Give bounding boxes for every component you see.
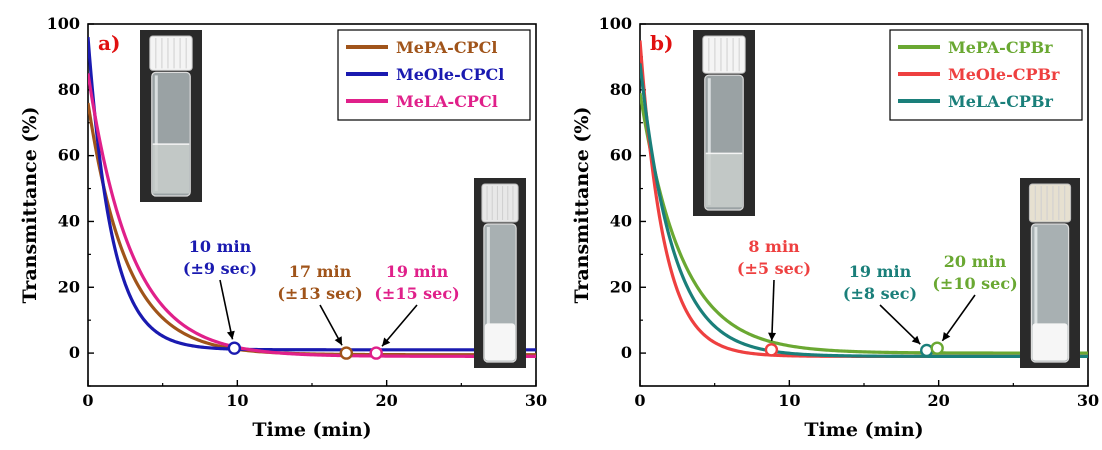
annotation-label: (±5 sec) <box>737 259 811 278</box>
legend-item-label: MeLA-CPCl <box>396 92 498 111</box>
annotation-label: 20 min <box>944 252 1007 271</box>
legend: MePA-CPBr MeOle-CPBr MeLA-CPBr <box>889 29 1083 121</box>
inset-photo-vial-gel <box>474 178 526 368</box>
vial-cap <box>702 35 746 74</box>
y-tick-label: 40 <box>610 211 632 230</box>
y-tick-label: 20 <box>610 277 632 296</box>
annotation-label: 19 min <box>386 262 449 281</box>
x-tick-label: 20 <box>928 391 950 410</box>
annotation-arrow <box>381 304 418 347</box>
gelation-point-marker <box>764 343 779 357</box>
x-tick-label: 0 <box>634 391 645 410</box>
x-tick-label: 30 <box>525 391 547 410</box>
x-tick-label: 20 <box>376 391 398 410</box>
annotation-label: 10 min <box>189 237 252 256</box>
annotation-label: 17 min <box>289 262 352 281</box>
gelation-point-marker <box>339 346 354 360</box>
panel-b: 0 10 20 30 0 20 40 60 80 100 Time (min) Transmittan… <box>571 14 1099 441</box>
vial-cap <box>481 183 519 223</box>
liquid-clear <box>152 144 190 194</box>
y-tick-label: 60 <box>610 146 632 165</box>
legend-item-label: MeOle-CPBr <box>948 65 1060 84</box>
arrow-head <box>334 336 343 346</box>
inset-photo-vial-clear <box>693 30 755 216</box>
legend-item-label: MeLA-CPBr <box>948 92 1053 111</box>
gelation-point-marker <box>920 343 934 358</box>
arrow-head <box>226 330 235 340</box>
y-axis-title: Transmittance (%) <box>571 107 593 304</box>
y-tick-label: 60 <box>58 146 80 165</box>
y-tick-label: 80 <box>58 80 80 99</box>
gelation-point-marker <box>369 346 383 360</box>
annotation-label: 19 min <box>849 262 912 281</box>
annotation-arrow <box>770 279 775 341</box>
legend: MePA-CPCl MeOle-CPCl MeLA-CPCl <box>337 29 531 121</box>
annotation-label: (±9 sec) <box>183 259 257 278</box>
vial-cap <box>1028 183 1072 223</box>
annotation-arrow <box>879 304 921 345</box>
x-tick-label: 0 <box>82 391 93 410</box>
arrow-head <box>942 331 951 341</box>
panel-label: a) <box>98 31 120 55</box>
panel-label: b) <box>650 31 673 55</box>
legend-item-label: MePA-CPCl <box>396 38 497 57</box>
gelation-point-marker <box>227 341 242 355</box>
legend-item-label: MeOle-CPCl <box>396 65 504 84</box>
series-line-meole-cpcl <box>88 37 536 352</box>
vial-cap <box>149 35 193 71</box>
glass-highlight <box>1034 227 1038 357</box>
y-tick-label: 80 <box>610 80 632 99</box>
y-tick-label: 100 <box>599 14 632 33</box>
x-axis-title: Time (min) <box>804 419 923 441</box>
y-axis-title: Transmittance (%) <box>19 107 41 304</box>
x-tick-label: 10 <box>226 391 248 410</box>
liquid-clear <box>705 153 743 208</box>
gel-white <box>484 323 516 361</box>
annotation-arrow <box>219 279 234 340</box>
x-axis-title: Time (min) <box>252 419 371 441</box>
annotation-label: (±10 sec) <box>932 274 1017 293</box>
annotation-label: (±13 sec) <box>277 284 362 303</box>
gel-white <box>1032 323 1068 361</box>
series-line-mela-cpbr <box>640 63 1088 358</box>
annotation-arrow <box>941 294 976 342</box>
annotation-label: (±15 sec) <box>374 284 459 303</box>
series-line-mela-cpcl <box>88 73 536 358</box>
y-tick-label: 0 <box>621 343 632 362</box>
y-tick-label: 40 <box>58 211 80 230</box>
x-tick-label: 10 <box>778 391 800 410</box>
arrow-head <box>911 335 921 345</box>
glass-highlight <box>486 227 490 357</box>
panel-a: 0 10 20 30 0 20 40 60 80 100 Time (min) Transmittan… <box>19 14 547 441</box>
glass-highlight <box>154 75 158 191</box>
y-tick-label: 100 <box>47 14 80 33</box>
glass-highlight <box>707 78 711 205</box>
gelation-point-marker <box>930 341 944 355</box>
inset-photo-vial-gel <box>1020 178 1080 368</box>
series-line-mepa-cpbr <box>640 92 1088 355</box>
annotation-label: 8 min <box>748 237 800 256</box>
arrow-head <box>768 332 777 341</box>
legend-item-label: MePA-CPBr <box>948 38 1053 57</box>
arrow-head <box>382 337 391 347</box>
y-tick-label: 0 <box>69 343 80 362</box>
inset-photo-vial-clear <box>140 30 202 202</box>
y-tick-label: 20 <box>58 277 80 296</box>
x-tick-label: 30 <box>1077 391 1099 410</box>
annotation-label: (±8 sec) <box>843 284 917 303</box>
